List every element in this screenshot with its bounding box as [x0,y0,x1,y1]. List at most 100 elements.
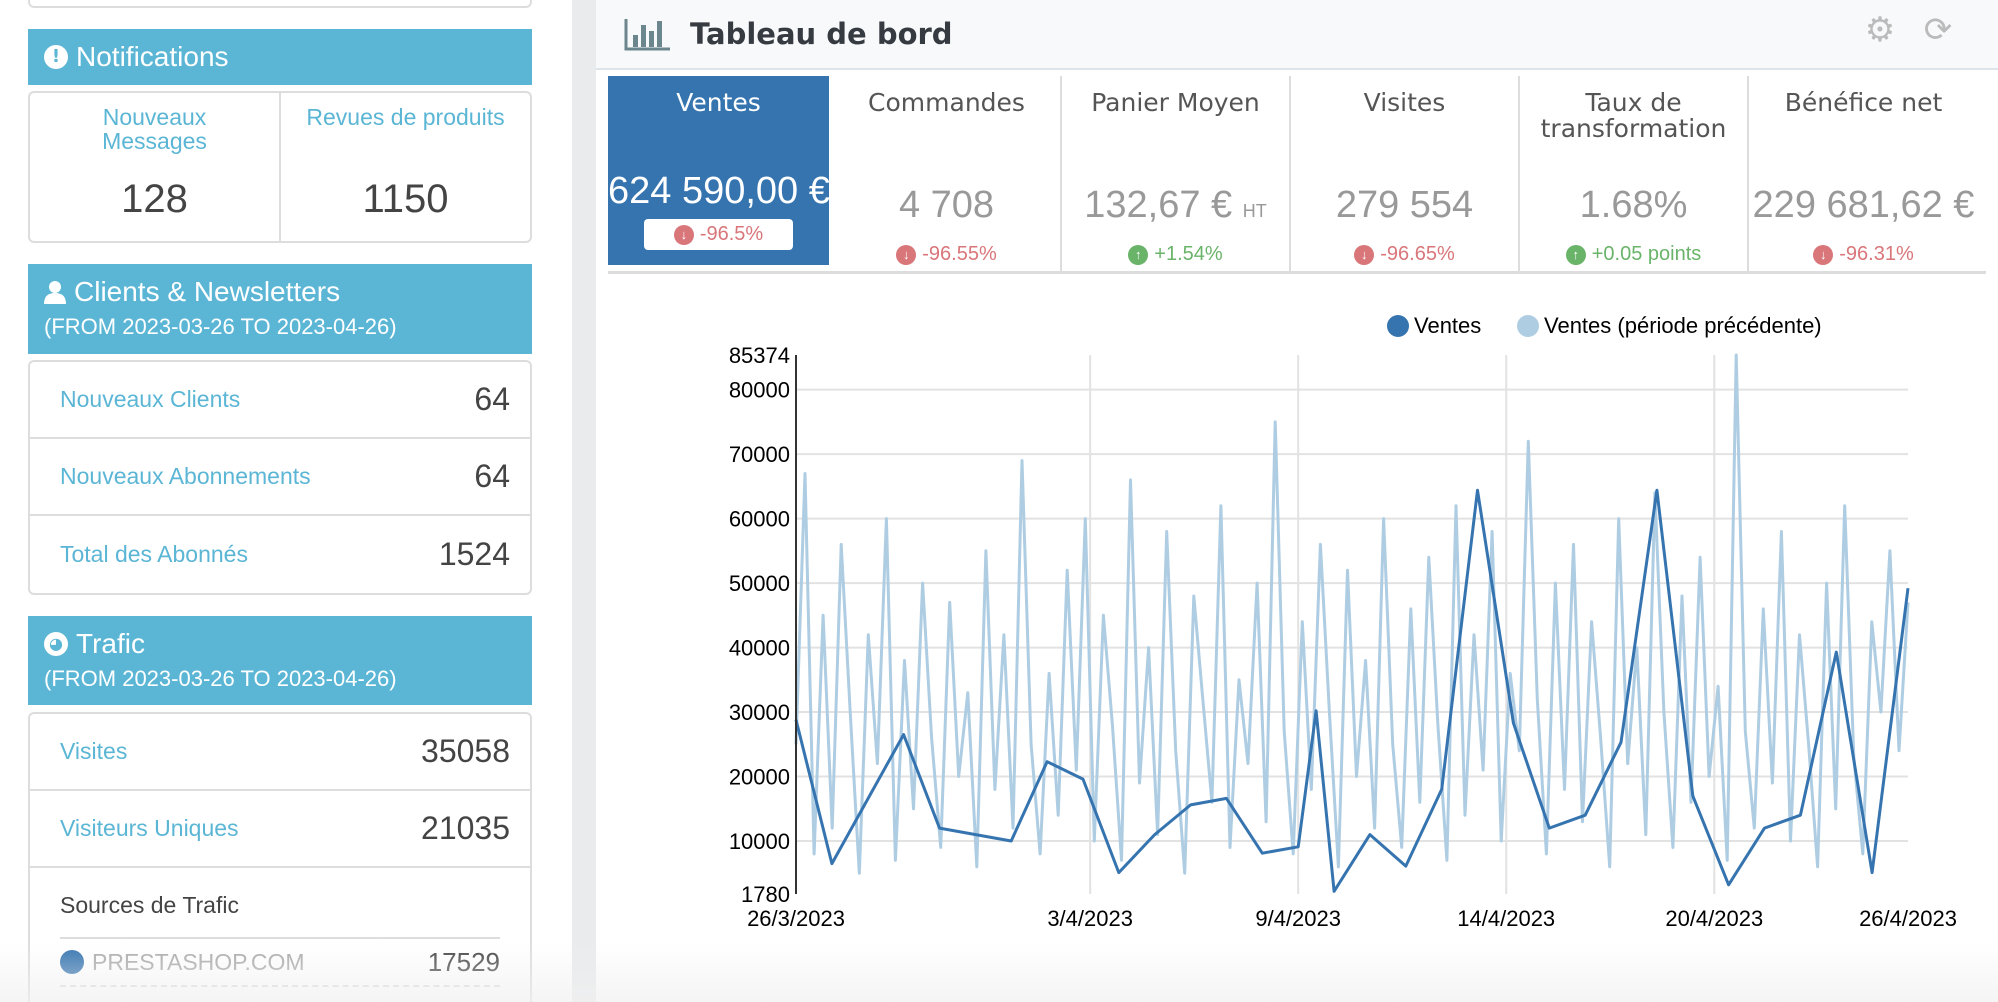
y-tick-label: 1780 [741,882,790,907]
traffic-box: Visites 35058 Visiteurs Uniques 21035 So… [28,712,532,1002]
kpi-title: Bénéfice net [1784,88,1943,117]
kpi-tab-commandes[interactable]: Commandes 4 708 ↓ -96.55% [833,76,1062,271]
kpi-delta: ↓ -96.5% [643,219,794,250]
kpi-value: 624 590,00 € [608,170,829,212]
arrow-up-circle-icon: ↑ [1565,244,1586,265]
arrow-down-circle-icon: ↓ [1354,244,1375,265]
kpi-delta: ↓ -96.31% [1799,239,1928,270]
source-color-dot [60,950,84,974]
kpi-tab-benefice-net[interactable]: Bénéfice net 229 681,62 € ↓ -96.31% [1749,76,1978,271]
arrow-down-circle-icon: ↓ [896,244,917,265]
notifications-title: Notifications [76,41,229,72]
kpi-value: 132,67 € HT [1062,184,1289,227]
kpi-tab-visites[interactable]: Visites 279 554 ↓ -96.65% [1291,76,1520,271]
new-clients-label[interactable]: Nouveaux Clients [60,386,241,412]
kpi-delta: ↓ -96.55% [882,239,1011,270]
y-tick-label: 30000 [729,700,790,725]
clients-header: Clients & Newsletters (FROM 2023-03-26 T… [28,264,532,354]
total-subscribers-value: 1524 [438,536,510,572]
kpi-title: Taux de transformation [1540,88,1727,143]
notifications-header: ! Notifications [28,29,532,85]
legend-label-ventes[interactable]: Ventes [1414,313,1481,338]
y-tick-label: 70000 [729,442,790,467]
series-line-previous-period [794,353,1910,875]
kpi-title: Ventes [676,88,761,117]
kpi-tabs: Ventes 624 590,00 € ↓ -96.5% Commandes 4… [608,76,1986,274]
kpi-value: 229 681,62 € [1752,184,1975,226]
x-tick-label: 26/4/2023 [1859,906,1957,930]
y-tick-label: 20000 [729,765,790,790]
y-tick-label: 80000 [729,378,790,403]
new-clients-row[interactable]: Nouveaux Clients 64 [30,362,530,439]
arrow-up-circle-icon: ↑ [1128,244,1149,265]
traffic-date-range: (FROM 2023-03-26 TO 2023-04-26) [44,666,397,691]
column-gutter [572,0,596,1002]
sidebar: ! Notifications Nouveaux Messages 128 Re… [0,0,572,1002]
traffic-source-value: 17529 [427,946,500,977]
previous-panel-edge [28,0,532,8]
new-subscriptions-label[interactable]: Nouveaux Abonnements [60,463,311,489]
bar-chart-icon [624,17,670,51]
dashboard-panel: Tableau de bord ⚙ ⟳ Ventes 624 590,00 € … [596,0,1998,1002]
visits-value: 35058 [421,733,510,769]
kpi-delta-value: -96.5% [699,223,764,245]
total-subscribers-row[interactable]: Total des Abonnés 1524 [30,516,530,593]
kpi-tab-taux-transformation[interactable]: Taux de transformation 1.68% ↑ +0.05 poi… [1520,76,1749,271]
gear-icon[interactable]: ⚙ [1864,10,1896,50]
arrow-down-circle-icon: ↓ [673,224,694,245]
kpi-title: Panier Moyen [1091,88,1260,117]
product-reviews-count: 1150 [362,177,449,221]
product-reviews-label[interactable]: Revues de produits [306,104,505,130]
kpi-delta: ↑ +1.54% [1114,239,1236,270]
new-subscriptions-value: 64 [474,458,510,494]
arrow-down-circle-icon: ↓ [1813,244,1834,265]
kpi-delta-value: -96.31% [1839,243,1914,265]
traffic-title: Trafic [76,628,145,659]
kpi-delta-value: -96.55% [922,243,997,265]
traffic-sources-list: PRESTASHOP.COM 17529 [60,937,500,987]
new-messages-count: 128 [121,177,188,221]
refresh-icon[interactable]: ⟳ [1923,10,1953,50]
y-tick-label: 50000 [729,571,790,596]
traffic-source-item: PRESTASHOP.COM 17529 [60,939,500,987]
product-reviews-cell[interactable]: Revues de produits 1150 [279,93,530,241]
notifications-box: Nouveaux Messages 128 Revues de produits… [28,91,532,243]
unique-visitors-label[interactable]: Visiteurs Uniques [60,815,239,841]
y-tick-label: 10000 [729,829,790,854]
kpi-value: 279 554 [1335,184,1474,226]
x-tick-label: 3/4/2023 [1047,906,1133,930]
new-messages-cell[interactable]: Nouveaux Messages 128 [30,93,279,241]
clients-box: Nouveaux Clients 64 Nouveaux Abonnements… [28,360,532,595]
kpi-delta: ↓ -96.65% [1340,239,1469,270]
new-messages-label[interactable]: Nouveaux Messages [102,104,207,154]
legend-label-previous[interactable]: Ventes (période précédente) [1544,313,1822,338]
legend-marker-previous [1517,315,1539,337]
series-line-ventes [794,488,1910,893]
kpi-value-unit: HT [1242,201,1267,221]
y-tick-label: 85374 [729,343,790,368]
user-icon [44,280,66,304]
traffic-source-name: PRESTASHOP.COM [92,948,305,975]
traffic-header: ◕ Trafic (FROM 2023-03-26 TO 2023-04-26) [28,616,532,705]
exclamation-circle-icon: ! [44,45,68,69]
new-subscriptions-row[interactable]: Nouveaux Abonnements 64 [30,439,530,516]
chart-legend: Ventes Ventes (période précédente) [1387,313,1822,338]
kpi-title: Commandes [868,88,1025,117]
dashboard-header: Tableau de bord ⚙ ⟳ [596,0,1998,70]
visits-row[interactable]: Visites 35058 [30,714,530,791]
y-tick-label: 60000 [729,507,790,532]
kpi-delta-value: +1.54% [1154,243,1223,265]
kpi-tab-ventes[interactable]: Ventes 624 590,00 € ↓ -96.5% [608,76,829,265]
visits-label[interactable]: Visites [60,738,128,764]
total-subscribers-label[interactable]: Total des Abonnés [60,541,248,567]
clients-date-range: (FROM 2023-03-26 TO 2023-04-26) [44,314,397,339]
x-tick-label: 14/4/2023 [1457,906,1555,930]
sales-chart: Ventes Ventes (période précédente) 1780 1… [729,313,1957,930]
kpi-title: Visites [1363,88,1446,117]
x-tick-label: 9/4/2023 [1255,906,1341,930]
kpi-tab-panier-moyen[interactable]: Panier Moyen 132,67 € HT ↑ +1.54% [1062,76,1291,271]
unique-visitors-value: 21035 [421,810,510,846]
kpi-value: 1.68% [1579,184,1688,226]
unique-visitors-row[interactable]: Visiteurs Uniques 21035 [30,791,530,868]
legend-marker-ventes [1387,315,1409,337]
